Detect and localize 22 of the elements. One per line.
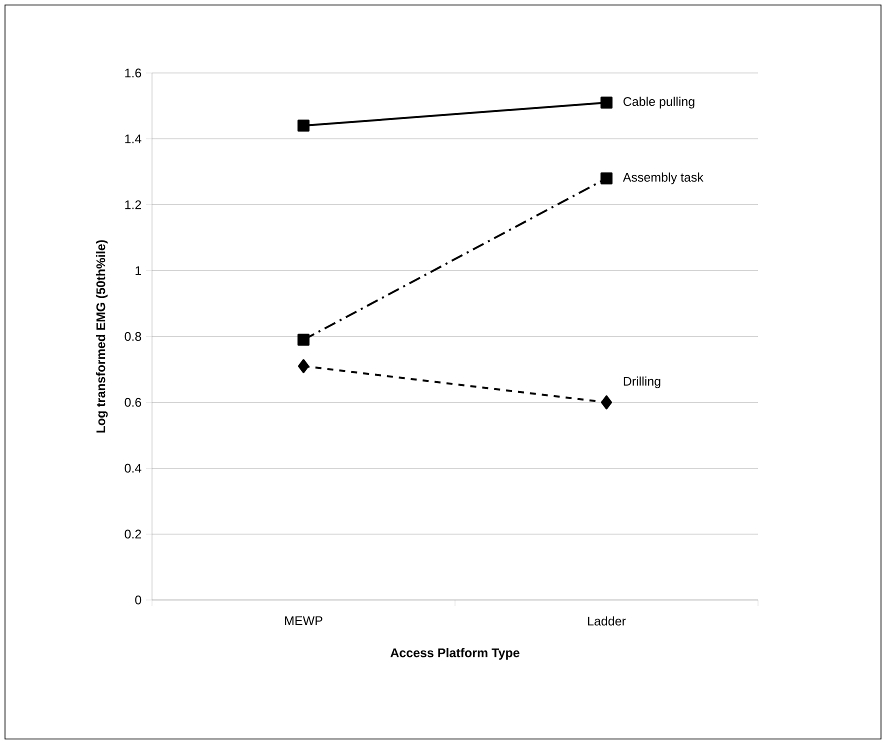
y-axis-title: Log transformed EMG (50th%ile) bbox=[96, 240, 108, 433]
point bbox=[601, 395, 612, 410]
y-tick-label: 0.6 bbox=[124, 398, 142, 407]
y-tick-label: 0.4 bbox=[124, 464, 142, 473]
y-tick-label: 0 bbox=[135, 596, 142, 604]
y-tick-label: 1 bbox=[136, 266, 142, 275]
series-label: Cable pulling bbox=[624, 96, 694, 108]
y-tick-label: 0.2 bbox=[124, 530, 142, 539]
point bbox=[298, 359, 310, 374]
y-tick-label: 0.8 bbox=[124, 332, 142, 341]
point bbox=[298, 334, 310, 346]
series-label: Drilling bbox=[624, 376, 660, 388]
series-label: Assembly task bbox=[622, 172, 704, 184]
y-tick-label: 1.4 bbox=[125, 134, 142, 144]
x-tick-label: Ladder bbox=[588, 616, 626, 626]
x-tick-label: MEWP bbox=[285, 616, 322, 625]
y-tick-label: 1.6 bbox=[125, 68, 142, 78]
point bbox=[600, 96, 613, 109]
point bbox=[600, 172, 613, 184]
point bbox=[298, 120, 310, 132]
x-axis-title: Access Platform Type bbox=[390, 648, 520, 660]
y-tick-label: 1.2 bbox=[125, 200, 142, 210]
